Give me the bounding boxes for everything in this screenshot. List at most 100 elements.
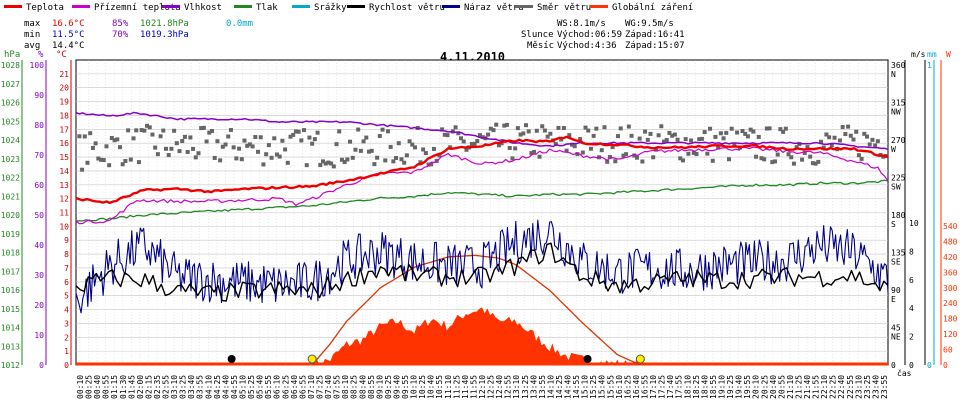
series-wind-speed <box>75 242 889 302</box>
wind-direction-point <box>699 136 704 141</box>
legend-label: Rychlost větru <box>369 3 445 13</box>
wind-direction-point <box>659 124 664 129</box>
time-tick-label: 05:10 <box>239 375 248 399</box>
wind-direction-point <box>829 143 834 148</box>
wind-direction-point <box>88 131 93 136</box>
w-axis-title: W <box>946 50 951 59</box>
wind-direction-point <box>561 126 566 131</box>
wind-direction-point <box>810 161 815 166</box>
wind-direction-point <box>437 153 442 158</box>
wind-direction-point <box>532 149 537 154</box>
wind-direction-point <box>756 134 761 139</box>
time-tick-label: 03:25 <box>179 375 188 399</box>
series-wind-gust <box>75 219 889 314</box>
wind-direction-point <box>429 162 434 167</box>
time-tick-label: 06:25 <box>281 375 290 399</box>
direction-tick-label: 270 <box>891 136 906 145</box>
temp-tick-label: 6 <box>64 278 69 287</box>
direction-tick-label: 315 <box>891 99 906 108</box>
direction-tick-label: 90 <box>891 286 901 295</box>
wind-direction-point <box>128 157 133 162</box>
time-tick-label: 12:10 <box>478 375 487 399</box>
wind-direction-point <box>375 155 380 160</box>
legend-label: Globální záření <box>612 3 694 13</box>
time-tick-label: 18:25 <box>692 375 701 399</box>
series-pressure <box>75 179 889 222</box>
wind-direction-point <box>526 129 531 134</box>
wind-direction-point <box>800 157 805 162</box>
moonrise: Východ:4:36 <box>557 41 617 51</box>
wind-direction-point <box>453 125 458 130</box>
wind-direction-point <box>521 131 526 136</box>
moonrise-marker <box>227 355 236 363</box>
wind-direction-point <box>131 136 136 141</box>
time-tick-label: 10:55 <box>435 375 444 399</box>
wind-direction-point <box>724 130 729 135</box>
wind-direction-point <box>104 144 109 149</box>
wind-direction-point <box>718 131 723 136</box>
wind-direction-point <box>274 152 279 157</box>
wind-direction-point <box>269 155 274 160</box>
time-tick-label: 08:55 <box>367 375 376 399</box>
legend-swatch <box>292 5 310 8</box>
sunrise: Východ:06:59 <box>557 30 623 40</box>
time-tick-label: 19:40 <box>735 375 744 399</box>
legend-swatch <box>347 5 365 8</box>
legend-swatch <box>4 5 22 8</box>
wind-direction-point <box>77 134 82 139</box>
temp-tick-label: 3 <box>64 319 69 328</box>
legend-item: Přízemní teplota <box>72 3 181 13</box>
wind-direction-point <box>702 130 707 135</box>
wind-direction-point <box>626 124 631 129</box>
wind-direction-point <box>185 149 190 154</box>
wind-direction-point <box>499 141 504 146</box>
wind-direction-point <box>502 123 507 128</box>
w-tick-label: 480 <box>943 237 958 246</box>
wind-direction-point <box>264 152 269 157</box>
wind-direction-point <box>356 127 361 132</box>
wind-direction-point <box>421 147 426 152</box>
wind-direction-point <box>145 123 150 128</box>
hpa-tick-label: 1028 <box>1 61 20 70</box>
time-tick-label: 10:40 <box>427 375 436 399</box>
wind-direction-point <box>237 146 242 151</box>
time-tick-label: 10:25 <box>418 375 427 399</box>
wind-direction-point <box>772 159 777 164</box>
time-tick-label: 07:55 <box>333 375 342 399</box>
w-tick-label: 240 <box>943 299 958 308</box>
wind-direction-point <box>404 153 409 158</box>
wind-direction-point <box>783 126 788 131</box>
direction-tick-dir: S <box>891 220 896 229</box>
time-tick-label: 02:15 <box>144 375 153 399</box>
wind-direction-point <box>413 145 418 150</box>
wind-direction-point <box>218 158 223 163</box>
wind-direction-point <box>440 127 445 132</box>
hpa-tick-label: 1017 <box>1 267 20 276</box>
wind-direction-point <box>505 122 510 127</box>
wind-direction-point <box>553 141 558 146</box>
time-tick-label: 15:40 <box>598 375 607 399</box>
series-sun-curve <box>311 254 641 366</box>
wind-direction-point <box>169 146 174 151</box>
time-tick-label: 20:40 <box>769 375 778 399</box>
wind-direction-point <box>310 141 315 146</box>
wind-direction-point <box>856 153 861 158</box>
wind-direction-point <box>326 160 331 165</box>
wind-direction-point <box>629 133 634 138</box>
mm-tick-label: 1 <box>927 61 932 70</box>
direction-tick-dir: NW <box>891 108 901 117</box>
wind-direction-point <box>172 128 177 133</box>
wind-direction-point <box>564 148 569 153</box>
humidity-tick-label: 50 <box>34 211 44 220</box>
wind-direction-point <box>120 162 125 167</box>
temp-tick-label: 14 <box>59 167 69 176</box>
time-tick-label: 12:25 <box>487 375 496 399</box>
wind-direction-point <box>158 134 163 139</box>
wind-direction-point <box>234 156 239 161</box>
wind-direction-point <box>770 160 775 165</box>
time-tick-label: 21:25 <box>794 375 803 399</box>
time-tick-label: 23:40 <box>871 375 880 399</box>
wind-direction-point <box>174 141 179 146</box>
mm-axis-title: mm <box>927 50 937 59</box>
wind-direction-point <box>791 161 796 166</box>
